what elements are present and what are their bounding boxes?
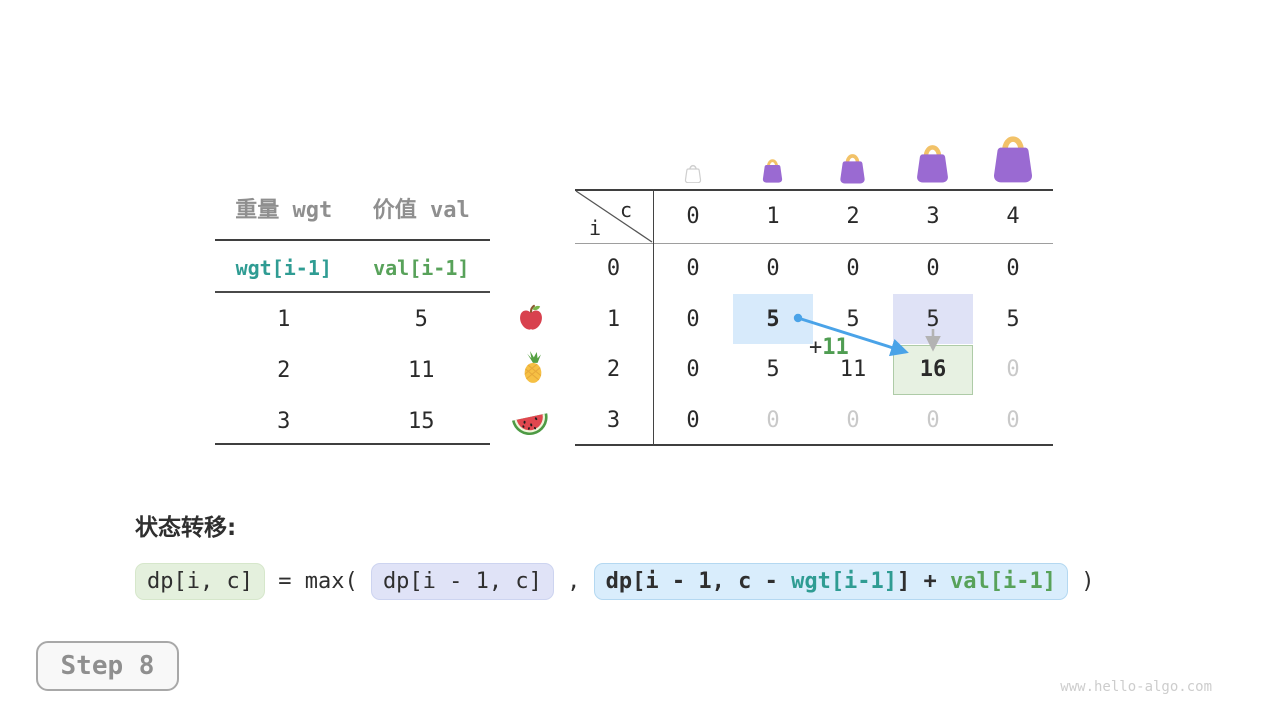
formula-keep-option-box: dp[i - 1, c] xyxy=(370,562,554,600)
dp-cell-r1-c1: 5 xyxy=(766,306,780,332)
dp-cell-r2-c4: 0 xyxy=(1006,357,1020,383)
item-table-row-3: 3 15 xyxy=(215,407,490,437)
pineapple-icon xyxy=(518,349,548,385)
dp-cell-r0-c3: 0 xyxy=(926,255,940,281)
dp-cell-r3-c4: 0 xyxy=(1006,408,1020,434)
formula-take-option-box: dp[i - 1, c - wgt[i-1]] + val[i-1] xyxy=(593,562,1068,600)
dp-row-headers: 0 1 2 3 xyxy=(575,243,652,446)
item-table-rule-mid xyxy=(215,291,490,293)
dp-cell-r3-c1: 0 xyxy=(766,408,780,434)
dp-col-header-2: 2 xyxy=(846,204,860,229)
watermark: www.hello-algo.com xyxy=(1060,679,1212,695)
item-table-row-1: 1 5 xyxy=(215,305,490,335)
add-value-annotation: +11 xyxy=(809,336,849,360)
added-value: 11 xyxy=(822,335,849,360)
dp-table-rule-bottom xyxy=(575,444,1053,446)
item-value: 5 xyxy=(414,307,428,332)
item-table-row-2: 2 11 xyxy=(215,356,490,386)
dp-corner-row-label: i xyxy=(589,216,602,240)
dp-cell-r0-c1: 0 xyxy=(766,255,780,281)
handbag-ghost-icon xyxy=(684,162,702,183)
handbag-icon xyxy=(761,156,784,183)
dp-cell-r3-c2: 0 xyxy=(846,408,860,434)
dp-corner-col-label: c xyxy=(620,198,633,222)
dp-col-header-3: 3 xyxy=(926,204,940,229)
dp-cell-r1-c0: 0 xyxy=(686,306,700,332)
apple-icon xyxy=(516,303,546,333)
item-table-var-val: val[i-1] xyxy=(373,256,470,280)
dp-cell-r0-c2: 0 xyxy=(846,255,860,281)
formula-comma: , xyxy=(553,568,594,594)
item-weight: 2 xyxy=(277,358,291,383)
dp-col-header-4: 4 xyxy=(1006,204,1020,229)
dp-cell-r0-c4: 0 xyxy=(1006,255,1020,281)
step-button[interactable]: Step 8 xyxy=(36,641,179,691)
item-table-rule-bottom xyxy=(215,443,490,445)
dp-col-header-0: 0 xyxy=(686,204,700,229)
dp-cell-r3-c0: 0 xyxy=(686,408,700,434)
dp-cell-r2-c3: 16 xyxy=(919,357,947,383)
item-value: 15 xyxy=(408,409,435,434)
item-table-var-row: wgt[i-1] val[i-1] xyxy=(215,253,490,283)
highlight-target-cell xyxy=(893,344,973,396)
dp-cell-r0-c0: 0 xyxy=(686,255,700,281)
dp-cell-r3-c3: 0 xyxy=(926,408,940,434)
item-weight: 3 xyxy=(277,409,291,434)
dp-cells: 0 0 0 0 0 0 5 5 5 5 0 5 11 16 0 0 0 0 0 … xyxy=(653,243,1053,446)
dp-cell-r1-c4: 5 xyxy=(1006,306,1020,332)
dp-table-rule-header xyxy=(575,242,1053,244)
item-table-header-value: 价值 val xyxy=(372,198,470,223)
dp-row-header-2: 2 xyxy=(606,357,621,383)
dp-col-header-1: 1 xyxy=(766,204,780,229)
formula-close-paren: ) xyxy=(1068,568,1095,594)
transition-formula: dp[i, c] = max( dp[i - 1, c] , dp[i - 1,… xyxy=(135,560,1095,602)
item-table-var-wgt: wgt[i-1] xyxy=(235,256,332,280)
handbag-icon xyxy=(914,140,951,183)
dp-row-header-0: 0 xyxy=(606,255,621,281)
dp-table-rule-vertical xyxy=(652,189,654,446)
dp-table-rule-top xyxy=(575,189,1053,191)
formula-take-mid: ] + xyxy=(897,568,951,594)
corner-diagonal-line xyxy=(575,190,653,243)
handbag-icon xyxy=(838,150,867,184)
dp-cell-r1-c3: 5 xyxy=(926,306,940,332)
formula-take-val: val[i-1] xyxy=(950,568,1056,594)
transition-label: 状态转移: xyxy=(135,515,237,541)
formula-take-wgt: wgt[i-1] xyxy=(791,568,898,594)
watermelon-icon xyxy=(510,403,550,439)
plus-sign: + xyxy=(809,335,823,360)
item-table-rule-top xyxy=(215,239,490,241)
formula-take-prefix: dp[i - 1, c - xyxy=(605,568,792,594)
dp-row-header-3: 3 xyxy=(606,408,621,434)
handbag-icon xyxy=(990,130,1036,183)
dp-col-headers: 0 1 2 3 4 xyxy=(653,191,1053,242)
item-weight: 1 xyxy=(277,307,291,332)
dp-row-header-1: 1 xyxy=(606,306,621,332)
dp-cell-r2-c1: 5 xyxy=(766,357,780,383)
item-table-header-weight: 重量 wgt xyxy=(235,198,333,223)
formula-equals-max: = max( xyxy=(264,568,371,594)
formula-lhs: dp[i, c] xyxy=(147,568,253,594)
item-value: 11 xyxy=(408,358,435,383)
formula-keep-option: dp[i - 1, c] xyxy=(382,568,542,594)
step-label: Step 8 xyxy=(60,651,155,681)
dp-cell-r2-c0: 0 xyxy=(686,357,700,383)
dp-cell-r2-c2: 11 xyxy=(839,357,867,383)
item-table-header: 重量 wgt 价值 val xyxy=(215,196,490,226)
formula-lhs-box: dp[i, c] xyxy=(135,562,265,600)
